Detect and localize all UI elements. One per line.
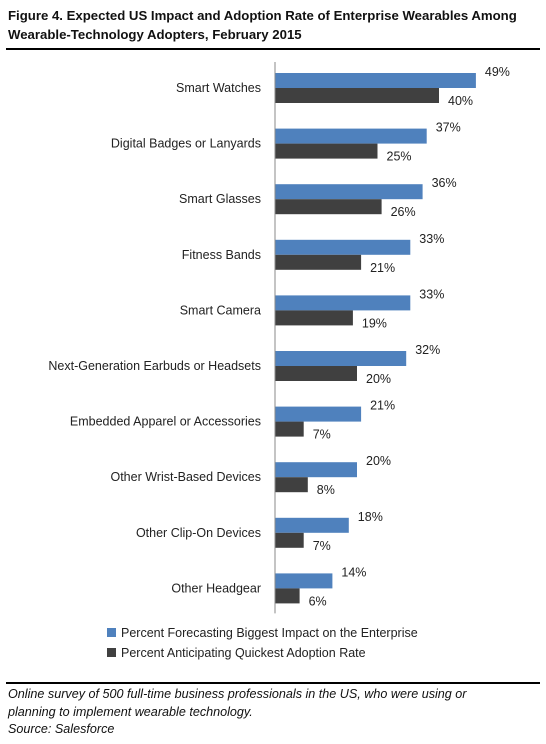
impact-bar bbox=[275, 128, 427, 144]
impact-value-label: 33% bbox=[419, 232, 444, 246]
impact-value-label: 20% bbox=[366, 454, 391, 468]
title-divider bbox=[6, 48, 540, 50]
bar-chart: Smart Watches 49% 40% Digital Badges or Lan… bbox=[48, 62, 510, 660]
note-line-2: planning to implement wearable technolog… bbox=[8, 704, 253, 719]
impact-bar bbox=[275, 406, 362, 422]
chart-title: Figure 4. Expected US Impact and Adoptio… bbox=[8, 8, 517, 42]
impact-bar bbox=[275, 295, 411, 311]
impact-bar bbox=[275, 573, 333, 589]
impact-bar bbox=[275, 184, 423, 200]
adoption-value-label: 7% bbox=[313, 428, 331, 442]
adoption-bar bbox=[275, 588, 300, 604]
category-label: Smart Watches bbox=[176, 81, 261, 95]
adoption-value-label: 20% bbox=[366, 372, 391, 386]
category-label: Smart Camera bbox=[180, 303, 261, 317]
adoption-value-label: 8% bbox=[317, 483, 335, 497]
adoption-value-label: 21% bbox=[370, 261, 395, 275]
adoption-bar bbox=[275, 477, 308, 493]
adoption-value-label: 7% bbox=[313, 539, 331, 553]
category-label: Smart Glasses bbox=[179, 192, 261, 206]
impact-value-label: 21% bbox=[370, 399, 395, 413]
impact-bar bbox=[275, 351, 407, 366]
adoption-bar bbox=[275, 310, 353, 326]
impact-value-label: 36% bbox=[432, 176, 457, 190]
category-label: Embedded Apparel or Accessories bbox=[70, 415, 261, 429]
legend-swatch bbox=[107, 648, 116, 657]
impact-value-label: 37% bbox=[436, 121, 461, 135]
adoption-bar bbox=[275, 254, 362, 270]
impact-bar bbox=[275, 462, 357, 478]
impact-value-label: 32% bbox=[415, 343, 440, 357]
category-label: Other Clip-On Devices bbox=[136, 526, 261, 540]
note-line-1: Online survey of 500 full-time business … bbox=[8, 687, 467, 701]
category-label: Other Wrist-Based Devices bbox=[110, 470, 261, 484]
impact-value-label: 49% bbox=[485, 65, 510, 79]
adoption-value-label: 26% bbox=[391, 205, 416, 219]
category-label: Fitness Bands bbox=[182, 248, 261, 262]
impact-bar bbox=[275, 517, 349, 533]
legend-label: Percent Forecasting Biggest Impact on th… bbox=[121, 626, 418, 640]
adoption-value-label: 40% bbox=[448, 94, 473, 108]
category-label: Next-Generation Earbuds or Headsets bbox=[48, 359, 261, 373]
adoption-value-label: 25% bbox=[387, 150, 412, 164]
category-label: Other Headgear bbox=[171, 581, 261, 595]
category-label: Digital Badges or Lanyards bbox=[111, 137, 261, 151]
impact-bar bbox=[275, 73, 476, 88]
legend-swatch bbox=[107, 628, 116, 637]
impact-value-label: 14% bbox=[341, 565, 366, 579]
adoption-bar bbox=[275, 421, 304, 437]
adoption-bar bbox=[275, 532, 304, 548]
adoption-bar bbox=[275, 88, 439, 103]
impact-value-label: 18% bbox=[358, 510, 383, 524]
adoption-bar bbox=[275, 366, 357, 381]
impact-bar bbox=[275, 239, 411, 255]
impact-value-label: 33% bbox=[419, 287, 444, 301]
source-note: Online survey of 500 full-time business … bbox=[8, 686, 538, 739]
adoption-value-label: 6% bbox=[309, 594, 327, 608]
adoption-bar bbox=[275, 199, 382, 215]
note-divider bbox=[6, 682, 540, 684]
legend-label: Percent Anticipating Quickest Adoption R… bbox=[121, 646, 366, 660]
adoption-bar bbox=[275, 143, 378, 159]
adoption-value-label: 19% bbox=[362, 316, 387, 330]
source-line: Source: Salesforce bbox=[8, 722, 115, 736]
